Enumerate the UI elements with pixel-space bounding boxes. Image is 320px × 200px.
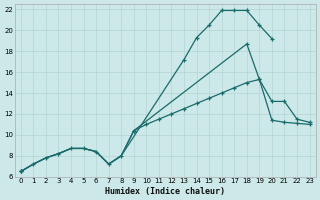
- X-axis label: Humidex (Indice chaleur): Humidex (Indice chaleur): [105, 187, 225, 196]
